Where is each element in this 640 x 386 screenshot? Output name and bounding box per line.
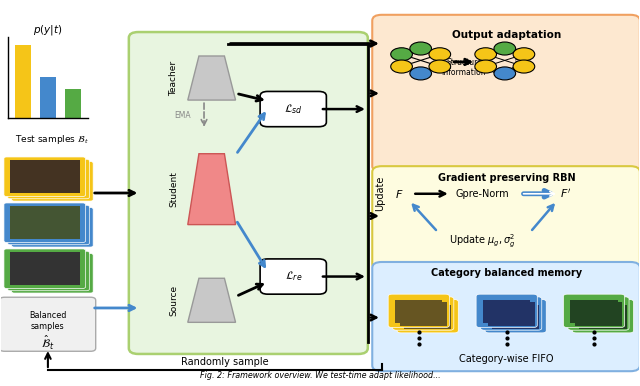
- Polygon shape: [188, 154, 236, 225]
- Polygon shape: [188, 56, 236, 100]
- FancyBboxPatch shape: [568, 297, 629, 330]
- Text: $\mathcal{L}_{sd}$: $\mathcal{L}_{sd}$: [284, 102, 303, 116]
- Text: Fig. 2: Framework overview. We test-time adapt likelihood...: Fig. 2: Framework overview. We test-time…: [200, 371, 440, 380]
- FancyBboxPatch shape: [372, 15, 640, 172]
- Circle shape: [494, 42, 516, 55]
- FancyBboxPatch shape: [481, 297, 541, 330]
- Text: Update: Update: [376, 175, 385, 211]
- Text: Source: Source: [169, 285, 178, 316]
- Circle shape: [410, 42, 431, 55]
- FancyBboxPatch shape: [12, 162, 93, 201]
- FancyBboxPatch shape: [483, 300, 531, 323]
- Polygon shape: [188, 278, 236, 322]
- Circle shape: [410, 67, 431, 80]
- Text: Teacher: Teacher: [169, 61, 178, 96]
- Circle shape: [391, 48, 412, 61]
- FancyBboxPatch shape: [4, 203, 86, 242]
- Text: $\mathcal{L}_{re}$: $\mathcal{L}_{re}$: [285, 270, 302, 283]
- FancyBboxPatch shape: [260, 259, 326, 294]
- Text: Structure
information: Structure information: [442, 58, 486, 77]
- FancyBboxPatch shape: [372, 166, 640, 270]
- Title: $p(y|t)$: $p(y|t)$: [33, 23, 63, 37]
- Text: $F$: $F$: [396, 188, 404, 200]
- FancyBboxPatch shape: [8, 159, 90, 199]
- Text: Gpre-Norm: Gpre-Norm: [456, 189, 509, 199]
- FancyBboxPatch shape: [10, 207, 80, 239]
- FancyBboxPatch shape: [12, 208, 93, 247]
- Text: Student: Student: [169, 171, 178, 207]
- Bar: [65, 90, 81, 118]
- Circle shape: [391, 60, 412, 73]
- FancyBboxPatch shape: [8, 251, 90, 291]
- Text: Balanced
samples: Balanced samples: [29, 312, 67, 332]
- FancyBboxPatch shape: [404, 305, 451, 328]
- FancyBboxPatch shape: [575, 302, 622, 326]
- FancyBboxPatch shape: [372, 262, 640, 371]
- Text: Test samples $\mathcal{B}_t$: Test samples $\mathcal{B}_t$: [15, 133, 89, 146]
- Text: Gradient preserving RBN: Gradient preserving RBN: [438, 173, 575, 183]
- Bar: [40, 77, 56, 118]
- FancyBboxPatch shape: [0, 297, 96, 351]
- Text: Output adaptation: Output adaptation: [452, 30, 561, 40]
- FancyBboxPatch shape: [563, 294, 625, 327]
- Circle shape: [475, 60, 497, 73]
- Text: Update $\mu_g, \sigma_g^2$: Update $\mu_g, \sigma_g^2$: [449, 232, 516, 250]
- FancyBboxPatch shape: [485, 300, 546, 333]
- FancyBboxPatch shape: [10, 252, 80, 285]
- Text: Category-wise FIFO: Category-wise FIFO: [460, 354, 554, 364]
- Text: $F'$: $F'$: [560, 187, 571, 200]
- Circle shape: [475, 48, 497, 61]
- Text: Randomly sample: Randomly sample: [180, 357, 268, 367]
- FancyBboxPatch shape: [393, 297, 454, 330]
- Bar: [15, 45, 31, 118]
- FancyBboxPatch shape: [476, 294, 538, 327]
- FancyBboxPatch shape: [570, 300, 618, 323]
- Circle shape: [429, 60, 451, 73]
- Text: $\hat{\mathcal{B}}_t$: $\hat{\mathcal{B}}_t$: [41, 334, 54, 352]
- FancyBboxPatch shape: [399, 302, 447, 326]
- FancyBboxPatch shape: [10, 161, 80, 193]
- Circle shape: [513, 48, 535, 61]
- Text: Category balanced memory: Category balanced memory: [431, 269, 582, 278]
- FancyBboxPatch shape: [488, 302, 535, 326]
- FancyBboxPatch shape: [388, 294, 449, 327]
- FancyBboxPatch shape: [129, 32, 368, 354]
- FancyBboxPatch shape: [260, 91, 326, 127]
- FancyBboxPatch shape: [4, 157, 86, 196]
- Circle shape: [494, 67, 516, 80]
- FancyBboxPatch shape: [579, 305, 627, 328]
- FancyBboxPatch shape: [572, 300, 634, 333]
- Text: EMA: EMA: [175, 111, 191, 120]
- FancyBboxPatch shape: [12, 254, 93, 293]
- FancyBboxPatch shape: [397, 300, 458, 333]
- Circle shape: [429, 48, 451, 61]
- FancyBboxPatch shape: [395, 300, 442, 323]
- Circle shape: [513, 60, 535, 73]
- FancyBboxPatch shape: [4, 249, 86, 288]
- FancyBboxPatch shape: [492, 305, 540, 328]
- FancyBboxPatch shape: [8, 205, 90, 245]
